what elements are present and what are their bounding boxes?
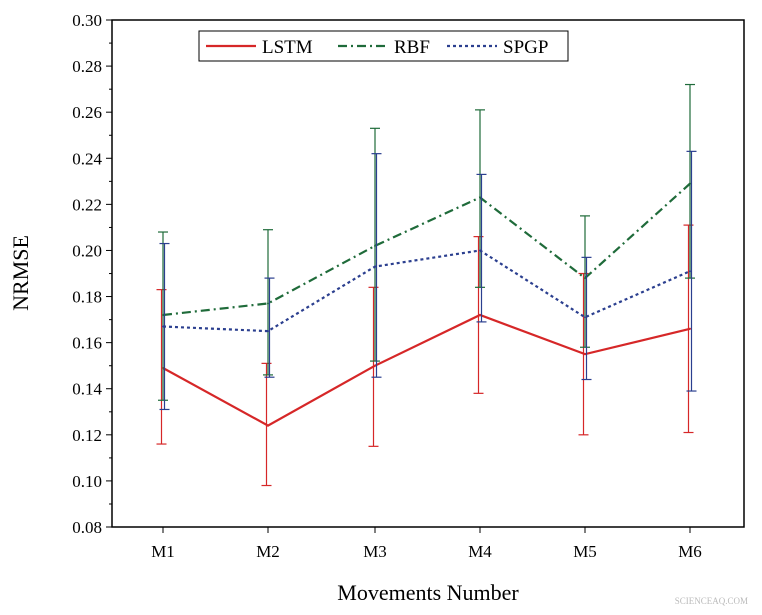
y-tick-label: 0.10 [72,472,102,491]
y-tick-label: 0.30 [72,11,102,30]
data-point [162,313,164,316]
data-point [584,277,586,280]
data-point [374,265,376,268]
y-tick-label: 0.08 [72,518,102,537]
data-point [479,249,481,252]
legend-label-lstm: LSTM [262,37,313,58]
y-tick-label: 0.24 [72,149,102,168]
legend: LSTM RBF SPGP [198,30,569,62]
x-tick-label: M3 [363,542,387,561]
data-point [267,330,269,333]
data-point [162,325,164,328]
series-spgp [159,150,697,411]
data-point [267,424,269,427]
y-tick-label: 0.18 [72,288,102,307]
watermark: SCIENCEAQ.COM [675,596,748,606]
y-tick-label: 0.20 [72,241,102,260]
x-tick-label: M6 [678,542,702,561]
series-rbf [158,83,695,401]
plot-frame [111,19,745,528]
x-tick-label: M2 [256,542,280,561]
legend-label-rbf: RBF [394,37,430,58]
series-line [162,249,691,333]
series-line [162,182,691,317]
data-point [374,244,376,247]
data-point [689,182,691,185]
data-point [479,313,481,316]
data-point [584,353,586,356]
data-point [584,316,586,319]
y-tick-label: 0.22 [72,195,102,214]
x-tick-label: M1 [151,542,175,561]
data-point [267,302,269,305]
data-point [689,327,691,330]
x-tick-label: M4 [468,542,492,561]
data-point [479,196,481,199]
x-axis-label: Movements Number [337,580,519,605]
y-axis-label: NRMSE [8,235,33,311]
y-tick-label: 0.14 [72,380,102,399]
data-point [689,270,691,273]
x-tick-label: M5 [573,542,597,561]
series-lstm [156,224,694,487]
legend-label-spgp: SPGP [503,37,548,58]
y-tick-label: 0.12 [72,426,102,445]
y-tick-label: 0.28 [72,57,102,76]
y-tick-label: 0.26 [72,103,102,122]
y-tick-label: 0.16 [72,334,102,353]
series-line [162,313,691,427]
data-point [374,364,376,367]
